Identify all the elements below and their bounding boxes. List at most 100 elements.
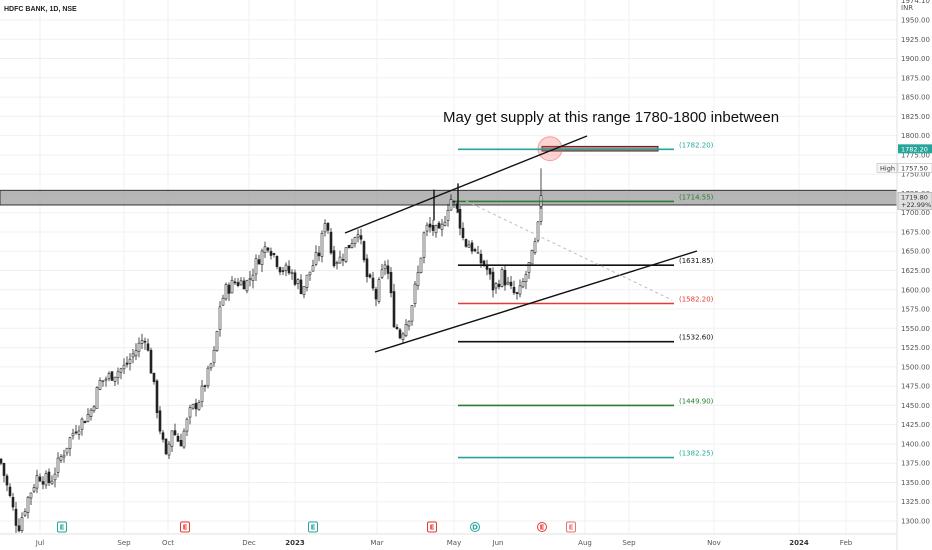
candle (386, 259, 390, 280)
candle (86, 408, 90, 423)
candle (59, 454, 63, 463)
candle (155, 379, 159, 419)
candle (485, 259, 489, 276)
candle-body-up (533, 241, 537, 253)
price-tick-label: 1400.00 (901, 440, 930, 448)
candle (398, 328, 402, 340)
candle-body-up (290, 272, 294, 275)
candle-body-down (74, 431, 78, 434)
candle (533, 237, 537, 255)
candle (407, 320, 411, 331)
candle-body-up (440, 223, 444, 230)
candle-body-down (83, 420, 87, 424)
candle (281, 267, 285, 276)
symbol-title: HDFC BANK, 1D, NSE (4, 6, 77, 13)
candle (518, 279, 522, 298)
candle (404, 319, 408, 338)
candle (413, 280, 417, 308)
price-tick-label: 1650.00 (901, 248, 930, 256)
time-tick-label: Jul (35, 539, 45, 547)
high-value: 1757.50 (901, 164, 928, 172)
candle-body-up (98, 380, 102, 390)
current-price-tag: 1719.80+22.99% (897, 192, 932, 210)
candle-body-up (446, 209, 450, 221)
candle (53, 467, 57, 488)
candle-body-up (344, 247, 348, 262)
candle (77, 425, 81, 440)
candle (188, 404, 192, 425)
candle-body-down (158, 410, 162, 432)
candle (293, 269, 297, 287)
candle (137, 337, 141, 358)
supply-zone (0, 189, 898, 206)
candle (140, 333, 144, 349)
candle-body-down (161, 432, 165, 440)
candle-body-down (299, 279, 303, 295)
candle (308, 271, 312, 281)
price-tick-label: 1325.00 (901, 498, 930, 506)
candle-body-down (278, 267, 282, 273)
candle (512, 280, 516, 295)
candle-body-up (26, 496, 30, 513)
candle (71, 428, 75, 440)
earnings-icon (57, 521, 67, 533)
candle-body-up (296, 279, 300, 284)
candle-body-up (29, 492, 33, 499)
candle-body-up (404, 324, 408, 337)
time-tick-label: May (447, 539, 461, 547)
candle (164, 438, 168, 456)
candle (5, 473, 9, 492)
candle (89, 407, 93, 421)
candle-body-up (170, 430, 174, 447)
chart-annotation: May get supply at this range 1780-1800 i… (443, 109, 779, 126)
candle-body-up (20, 517, 24, 531)
candle (332, 245, 336, 268)
event-badge: D (470, 522, 480, 532)
candle (395, 324, 399, 330)
candle (290, 269, 294, 280)
candle-body-down (281, 270, 285, 272)
price-axis-background (897, 0, 932, 550)
candle (443, 215, 447, 227)
candle (371, 271, 375, 291)
event-badge: E (57, 521, 67, 533)
candle-body-down (458, 208, 462, 229)
candle (80, 417, 84, 436)
time-tick-label: Aug (578, 539, 592, 547)
event-badge: E (308, 521, 318, 533)
candle (35, 469, 39, 494)
time-axis[interactable]: Jul Sep Oct Dec 2023 Mar May Jun Aug Sep Nov 2024 Fe… (0, 533, 897, 547)
candle (161, 430, 165, 443)
candle-body-down (374, 288, 378, 300)
candle-body-up (401, 333, 405, 340)
current-price-value: 1719.80 (901, 193, 928, 201)
candle-body-down (497, 283, 501, 288)
event-badge-letter: E (540, 524, 545, 532)
candle-body-down (242, 280, 246, 290)
candle (401, 331, 405, 344)
price-tick-label: 1825.00 (901, 113, 930, 121)
candle-body-up (536, 221, 540, 241)
candle (125, 356, 129, 368)
candle-body-down (512, 286, 516, 294)
candle-body-up (338, 256, 342, 264)
candle-body-up (284, 264, 288, 271)
candle-body-up (245, 280, 249, 292)
candle-body-up (224, 284, 228, 300)
price-tick-label: 1850.00 (901, 94, 930, 102)
candle (221, 294, 225, 306)
candle (56, 452, 60, 478)
candle-body-up (353, 237, 357, 244)
time-tick-label: Nov (707, 539, 721, 547)
candle (374, 286, 378, 307)
candle-body-up (95, 387, 99, 409)
candle (206, 365, 210, 389)
earnings-icon (427, 521, 437, 533)
time-tick-label: Dec (242, 539, 256, 547)
dividend-icon (470, 522, 480, 532)
current-price-box (897, 192, 932, 210)
candle-body-down (431, 225, 435, 231)
candle-body-up (137, 342, 141, 352)
